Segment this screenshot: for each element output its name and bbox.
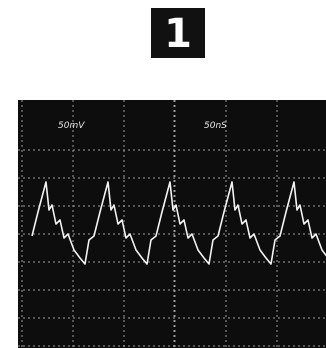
waveform <box>31 181 326 265</box>
graticule <box>18 100 326 348</box>
time-per-div: 50nS <box>204 121 227 131</box>
badge-box <box>151 8 205 58</box>
volts-per-div: 50mV <box>58 121 85 131</box>
badge-number: 1 <box>164 11 192 57</box>
scope-screen <box>18 100 326 348</box>
